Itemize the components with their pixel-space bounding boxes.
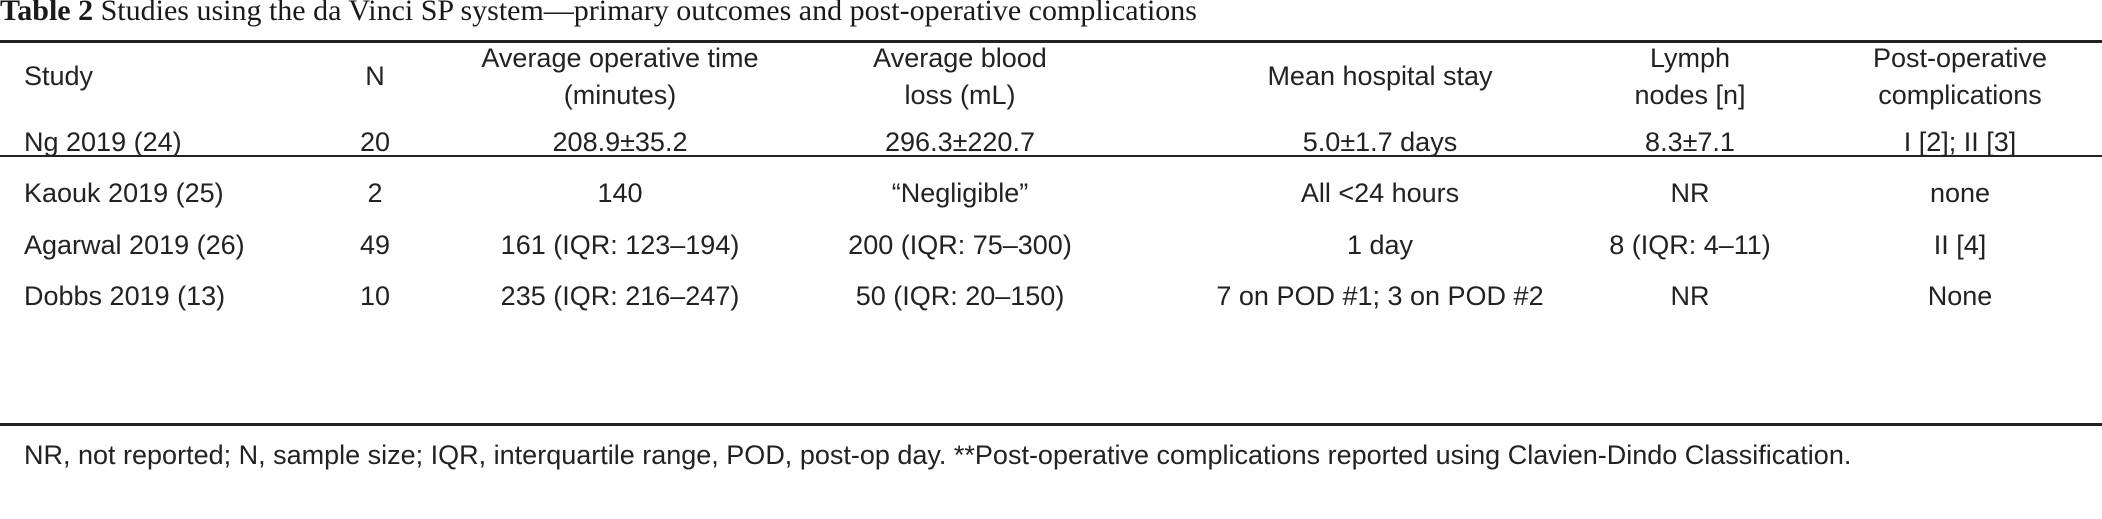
table-row-4-complications: None — [1927, 281, 1993, 311]
table-caption-text: Studies using the da Vinci SP system—pri… — [93, 0, 1197, 27]
table-row-3-hospital-stay: 1 day — [1346, 230, 1414, 260]
table-row-3-operative-time: 161 (IQR: 123–194) — [500, 230, 740, 260]
table-row-1-hospital-stay: 5.0±1.7 days — [1302, 127, 1458, 157]
header-study-line-1: Study — [24, 61, 94, 91]
table-caption-label: Table 2 — [0, 0, 94, 27]
table-row-2-hospital-stay: All <24 hours — [1300, 178, 1460, 208]
table-row-1-study: Ng 2019 (24) — [24, 127, 182, 157]
table-row-2-operative-time: 140 — [597, 178, 643, 208]
table-row-3-lymph-nodes: 8 (IQR: 4–11) — [1609, 230, 1771, 260]
header-lymph-nodes: Lymph nodes [n] — [1570, 40, 1810, 114]
table-row-1-operative-time: 208.9±35.2 — [552, 127, 688, 157]
table-row-2-complications: none — [1929, 178, 1991, 208]
table-row-3-study: Agarwal 2019 (26) — [24, 230, 245, 260]
header-hospital-stay: Mean hospital stay — [1120, 58, 1640, 95]
table-row-3-complications: II [4] — [1933, 230, 1987, 260]
header-study: Study — [24, 58, 93, 95]
header-n: N — [325, 58, 425, 95]
table-row-4-operative-time: 235 (IQR: 216–247) — [500, 281, 740, 311]
header-operative-time: Average operative time (minutes) — [410, 40, 830, 114]
table-row-2-n: 2 — [367, 178, 383, 208]
table-row-1-blood-loss: 296.3±220.7 — [885, 127, 1035, 157]
header-complications-line-1: Post-operative — [1872, 43, 2048, 73]
header-blood-loss: Average blood loss (mL) — [820, 40, 1100, 114]
table-row-1-lymph-nodes: 8.3±7.1 — [1645, 127, 1735, 157]
header-hospital-stay-line-1: Mean hospital stay — [1267, 61, 1493, 91]
table-row-4-study: Dobbs 2019 (13) — [24, 281, 226, 311]
table-row-4-n: 10 — [359, 281, 391, 311]
header-lymph-nodes-line-2: nodes [n] — [1634, 80, 1746, 110]
table-row-2-lymph-nodes: NR — [1670, 178, 1710, 208]
table-row-4-blood-loss: 50 (IQR: 20–150) — [855, 281, 1065, 311]
table-row-1-complications: I [2]; II [3] — [1903, 127, 2017, 157]
table-row-3-blood-loss: 200 (IQR: 75–300) — [848, 230, 1072, 260]
header-complications-line-2: complications — [1878, 80, 2042, 110]
table-row-3-n: 49 — [359, 230, 391, 260]
header-n-line-1: N — [365, 61, 385, 91]
table-header-rule — [0, 155, 2102, 157]
table-footnote: NR, not reported; N, sample size; IQR, i… — [24, 440, 1852, 470]
table-row-1-n: 20 — [359, 127, 391, 157]
header-operative-time-line-1: Average operative time — [481, 43, 759, 73]
table-top-rule — [0, 40, 2102, 43]
table-row-2-blood-loss: “Negligible” — [891, 178, 1029, 208]
header-lymph-nodes-line-1: Lymph — [1649, 43, 1731, 73]
table-caption: Table 2 Studies using the da Vinci SP sy… — [0, 0, 1197, 28]
header-complications: Post-operative complications — [1820, 40, 2100, 114]
header-operative-time-line-2: (minutes) — [563, 80, 677, 110]
table-row-4-hospital-stay: 7 on POD #1; 3 on POD #2 — [1216, 281, 1544, 311]
header-blood-loss-line-2: loss (mL) — [904, 80, 1016, 110]
table-row-4-lymph-nodes: NR — [1670, 281, 1710, 311]
table-row-2-study: Kaouk 2019 (25) — [24, 178, 224, 208]
header-blood-loss-line-1: Average blood — [873, 43, 1047, 73]
table-bottom-rule — [0, 423, 2102, 426]
